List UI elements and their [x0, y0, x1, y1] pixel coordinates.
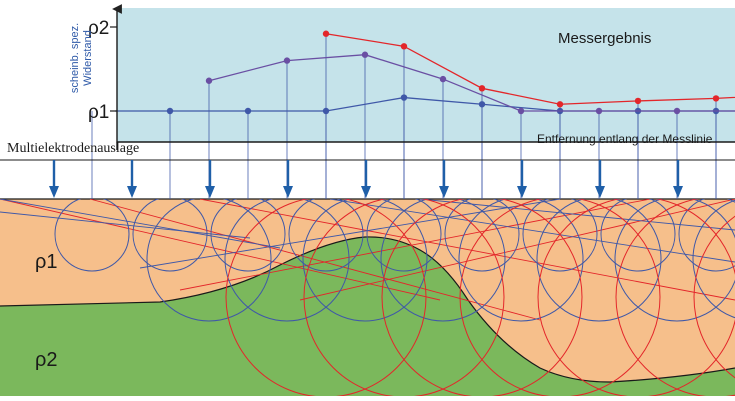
data-point-red [400, 43, 408, 50]
electrode-tip [49, 186, 59, 198]
current-path-line [0, 199, 281, 249]
lower-layer-label: ρ2 [35, 349, 58, 371]
electrode-tip [517, 186, 527, 198]
sensitivity-circle [459, 199, 661, 396]
plot-title: Messergebnis [558, 30, 651, 47]
layer-boundary [0, 236, 735, 383]
data-point-purple [439, 75, 447, 83]
electrode-tip [673, 186, 683, 198]
array-label: Multielektrodenauslage [7, 141, 139, 156]
current-path-line [89, 199, 541, 321]
electrode-tip [127, 186, 137, 198]
electrode-tip [595, 186, 605, 198]
current-path-line [0, 211, 251, 239]
data-point-red [556, 101, 564, 108]
sensitivity-circle [381, 199, 583, 396]
sensitivity-circle [692, 199, 735, 319]
sensitivity-circle [54, 199, 130, 272]
data-point-purple [283, 57, 291, 64]
upper-layer-label: ρ1 [35, 251, 58, 273]
data-point-purple [673, 107, 681, 115]
sensitivity-circle [146, 199, 272, 322]
sensitivity-circle [302, 199, 428, 322]
sensitivity-circle [225, 199, 427, 396]
x-axis-label: Entfernung entlang der Messlinie [537, 132, 713, 146]
data-point-blue [400, 94, 408, 101]
sensitivity-circle [366, 199, 442, 272]
sensitivity-circle [678, 199, 735, 272]
electrode-tip [439, 186, 449, 198]
sensitivity-circle [210, 199, 286, 272]
data-point-blue [166, 107, 174, 115]
sensitivity-circle [693, 215, 735, 379]
sensitivity-circle [444, 199, 520, 272]
sensitivity-circles [54, 199, 735, 396]
current-path-line [329, 199, 735, 263]
sensitivity-circle [537, 199, 735, 396]
sensitivity-circle [288, 199, 364, 272]
series-line-purple [208, 54, 735, 112]
electrode-tip [361, 186, 371, 198]
data-point-red [712, 95, 720, 102]
data-point-purple [517, 107, 525, 115]
sensitivity-circle [614, 199, 735, 322]
data-point-red [478, 85, 486, 92]
current-path-line [299, 199, 735, 301]
data-point-purple [361, 51, 369, 58]
data-point-blue [322, 107, 330, 115]
electrode-tip [205, 186, 215, 198]
data-point-blue [478, 101, 486, 108]
y-axis-label-line2: Widerstand [82, 30, 94, 86]
sensitivity-circle [303, 199, 505, 396]
sensitivity-circle [380, 199, 506, 322]
current-path-line [139, 199, 561, 269]
data-point-red [322, 30, 330, 37]
lower-layer [0, 236, 735, 396]
y-axis-label-line1: scheinb. spez. [69, 23, 81, 93]
data-point-purple [595, 107, 603, 115]
electrodes [49, 160, 683, 198]
current-path-line [0, 199, 441, 301]
plot-background [117, 8, 735, 142]
sensitivity-circle [536, 199, 662, 322]
sensitivity-circle [600, 199, 676, 272]
electrode-tip [283, 186, 293, 198]
series-group [115, 30, 735, 115]
sensitivity-circle [458, 199, 584, 322]
sensitivity-circle [615, 199, 735, 396]
sensitivity-circle [224, 199, 350, 322]
data-point-purple [205, 77, 213, 84]
current-paths [0, 199, 735, 321]
y-tick-bottom-label: ρ1 [88, 102, 109, 123]
sensitivity-circle [522, 199, 598, 272]
data-point-red [634, 97, 642, 105]
y-tick-top-label: ρ2 [88, 18, 109, 39]
data-point-blue [244, 107, 252, 115]
sensitivity-circle [132, 199, 208, 272]
current-path-line [199, 199, 735, 301]
